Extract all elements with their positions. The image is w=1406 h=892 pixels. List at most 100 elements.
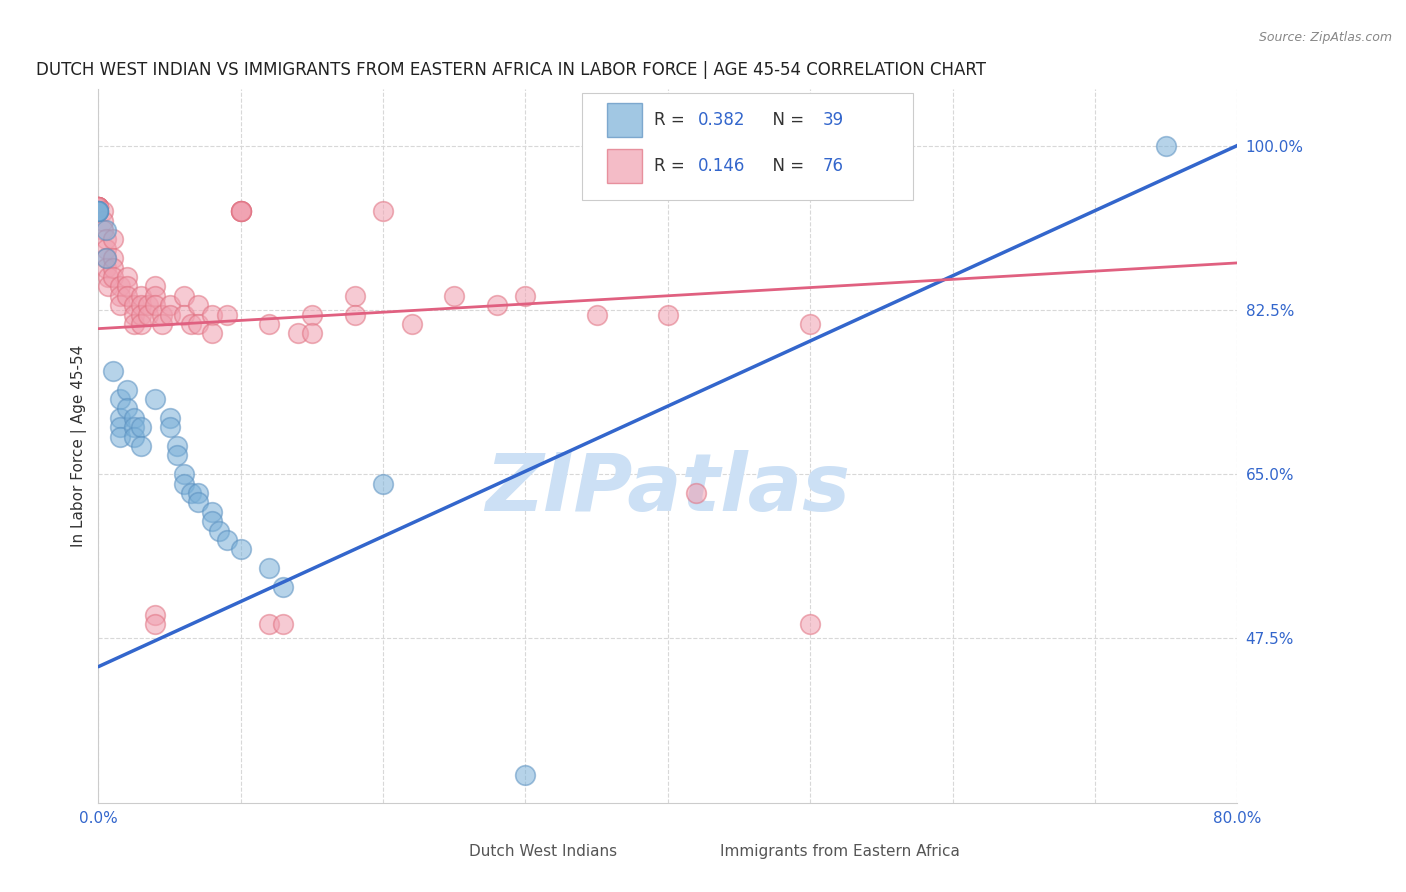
Point — [515, 767, 537, 781]
Text: DUTCH WEST INDIAN VS IMMIGRANTS FROM EASTERN AFRICA IN LABOR FORCE | AGE 45-54 C: DUTCH WEST INDIAN VS IMMIGRANTS FROM EAS… — [35, 62, 986, 79]
Point — [208, 524, 231, 538]
Point — [799, 317, 821, 331]
Text: 76: 76 — [823, 157, 844, 175]
Point — [129, 439, 152, 453]
Point — [115, 270, 138, 285]
Point — [215, 533, 238, 547]
Point — [145, 279, 167, 293]
Point — [187, 495, 209, 509]
Point — [657, 308, 679, 322]
Point — [301, 308, 323, 322]
Point — [101, 232, 124, 246]
Point — [108, 392, 131, 406]
Point — [129, 420, 152, 434]
Point — [115, 289, 138, 303]
Point — [97, 270, 120, 285]
Point — [685, 486, 707, 500]
Point — [136, 298, 159, 312]
Point — [166, 449, 188, 463]
Text: Immigrants from Eastern Africa: Immigrants from Eastern Africa — [720, 844, 960, 859]
Point — [373, 476, 395, 491]
Point — [401, 317, 423, 331]
Point — [173, 467, 195, 482]
Point — [259, 561, 281, 575]
Point — [87, 200, 110, 214]
Point — [122, 317, 145, 331]
Point — [215, 308, 238, 322]
Point — [115, 383, 138, 397]
Point — [159, 420, 181, 434]
Point — [443, 289, 465, 303]
Point — [229, 542, 252, 557]
Text: R =: R = — [654, 111, 690, 128]
Point — [152, 308, 174, 322]
Point — [87, 204, 110, 219]
Point — [87, 200, 110, 214]
Point — [799, 617, 821, 632]
Point — [91, 204, 114, 219]
Text: N =: N = — [762, 111, 810, 128]
Point — [273, 580, 295, 594]
Point — [129, 298, 152, 312]
Point — [87, 200, 110, 214]
Point — [129, 308, 152, 322]
Point — [101, 270, 124, 285]
Point — [229, 204, 252, 219]
Point — [173, 289, 195, 303]
Point — [187, 298, 209, 312]
Point — [87, 200, 110, 214]
Point — [180, 486, 202, 500]
Point — [108, 429, 131, 443]
Text: 39: 39 — [823, 111, 844, 128]
Text: N =: N = — [762, 157, 810, 175]
Point — [108, 289, 131, 303]
Point — [201, 505, 224, 519]
Point — [94, 242, 117, 256]
Point — [115, 279, 138, 293]
Point — [94, 223, 117, 237]
Point — [87, 204, 110, 219]
Point — [87, 200, 110, 214]
Point — [229, 204, 252, 219]
Point — [94, 232, 117, 246]
Point — [91, 223, 114, 237]
Point — [129, 289, 152, 303]
Point — [94, 251, 117, 265]
Point — [287, 326, 309, 341]
Text: Dutch West Indians: Dutch West Indians — [468, 844, 617, 859]
Point — [108, 420, 131, 434]
Point — [201, 326, 224, 341]
Point — [201, 308, 224, 322]
Point — [373, 204, 395, 219]
Point — [136, 308, 159, 322]
Point — [87, 200, 110, 214]
Point — [273, 617, 295, 632]
Point — [101, 364, 124, 378]
Point — [145, 298, 167, 312]
Text: ZIPatlas: ZIPatlas — [485, 450, 851, 528]
Point — [301, 326, 323, 341]
Text: 0.382: 0.382 — [697, 111, 745, 128]
Point — [515, 289, 537, 303]
Point — [201, 514, 224, 528]
Point — [129, 317, 152, 331]
Point — [87, 200, 110, 214]
Point — [94, 251, 117, 265]
Point — [159, 308, 181, 322]
Point — [343, 289, 366, 303]
Point — [229, 204, 252, 219]
Point — [259, 317, 281, 331]
FancyBboxPatch shape — [582, 93, 912, 200]
Point — [108, 410, 131, 425]
Point — [152, 317, 174, 331]
Point — [97, 279, 120, 293]
Point — [585, 308, 607, 322]
Point — [122, 420, 145, 434]
Point — [187, 317, 209, 331]
Point — [343, 308, 366, 322]
Point — [108, 298, 131, 312]
Y-axis label: In Labor Force | Age 45-54: In Labor Force | Age 45-54 — [72, 345, 87, 547]
FancyBboxPatch shape — [607, 103, 641, 137]
Text: R =: R = — [654, 157, 690, 175]
Point — [91, 213, 114, 227]
